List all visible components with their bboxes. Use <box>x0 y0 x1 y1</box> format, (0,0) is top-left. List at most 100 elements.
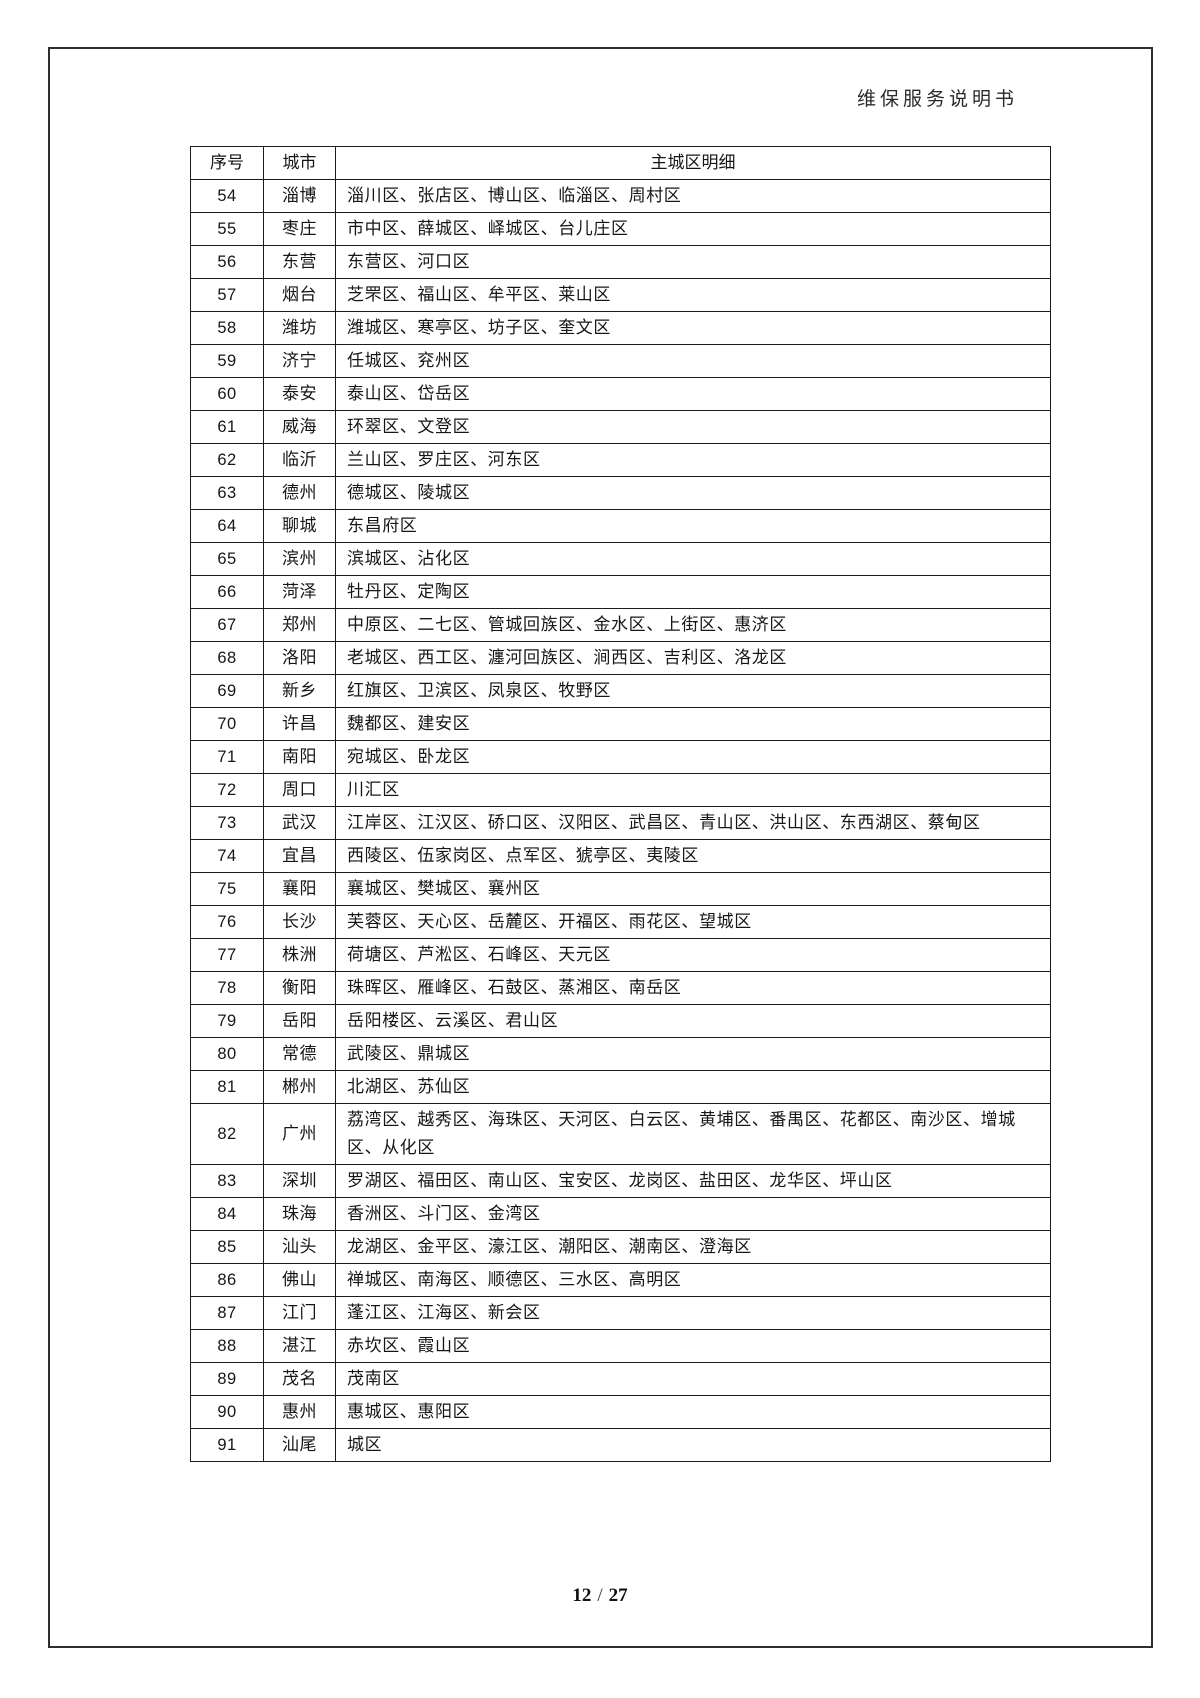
cell-city: 威海 <box>263 410 336 444</box>
cell-no: 85 <box>190 1230 264 1264</box>
city-table-body: 54 淄博 淄川区、张店区、博山区、临淄区、周村区 55 枣庄 市中区、薛城区、峄城区、台… <box>190 179 1051 1462</box>
cell-city: 德州 <box>263 476 336 510</box>
cell-districts: 茂南区 <box>335 1362 1051 1396</box>
cell-districts: 红旗区、卫滨区、凤泉区、牧野区 <box>335 674 1051 708</box>
cell-no: 67 <box>190 608 264 642</box>
cell-no: 72 <box>190 773 264 807</box>
cell-no: 83 <box>190 1164 264 1198</box>
cell-no: 74 <box>190 839 264 873</box>
cell-districts: 赤坎区、霞山区 <box>335 1329 1051 1363</box>
cell-districts: 兰山区、罗庄区、河东区 <box>335 443 1051 477</box>
table-row: 78 衡阳 珠晖区、雁峰区、石鼓区、蒸湘区、南岳区 <box>190 971 1051 1005</box>
cell-districts: 淄川区、张店区、博山区、临淄区、周村区 <box>335 179 1051 213</box>
cell-no: 57 <box>190 278 264 312</box>
cell-districts: 老城区、西工区、瀍河回族区、涧西区、吉利区、洛龙区 <box>335 641 1051 675</box>
cell-districts: 罗湖区、福田区、南山区、宝安区、龙岗区、盐田区、龙华区、坪山区 <box>335 1164 1051 1198</box>
cell-city: 枣庄 <box>263 212 336 246</box>
table-row: 63 德州 德城区、陵城区 <box>190 476 1051 510</box>
cell-no: 77 <box>190 938 264 972</box>
cell-districts: 城区 <box>335 1428 1051 1462</box>
cell-districts: 东昌府区 <box>335 509 1051 543</box>
cell-city: 宜昌 <box>263 839 336 873</box>
cell-districts: 滨城区、沾化区 <box>335 542 1051 576</box>
cell-districts: 惠城区、惠阳区 <box>335 1395 1051 1429</box>
cell-districts: 荷塘区、芦淞区、石峰区、天元区 <box>335 938 1051 972</box>
cell-no: 69 <box>190 674 264 708</box>
cell-districts: 潍城区、寒亭区、坊子区、奎文区 <box>335 311 1051 345</box>
cell-city: 深圳 <box>263 1164 336 1198</box>
cell-districts: 德城区、陵城区 <box>335 476 1051 510</box>
table-row: 64 聊城 东昌府区 <box>190 509 1051 543</box>
cell-districts: 禅城区、南海区、顺德区、三水区、高明区 <box>335 1263 1051 1297</box>
cell-city: 株洲 <box>263 938 336 972</box>
cell-districts: 环翠区、文登区 <box>335 410 1051 444</box>
cell-districts: 牡丹区、定陶区 <box>335 575 1051 609</box>
cell-districts: 芙蓉区、天心区、岳麓区、开福区、雨花区、望城区 <box>335 905 1051 939</box>
table-header: 序号 城市 主城区明细 <box>190 146 1051 180</box>
cell-city: 江门 <box>263 1296 336 1330</box>
page-number-separator: / <box>597 1585 603 1606</box>
cell-no: 64 <box>190 509 264 543</box>
document-header-title: 维保服务说明书 <box>856 89 1018 110</box>
cell-no: 89 <box>190 1362 264 1396</box>
table-row: 60 泰安 泰山区、岱岳区 <box>190 377 1051 411</box>
cell-city: 烟台 <box>263 278 336 312</box>
table-row: 91 汕尾 城区 <box>190 1428 1051 1462</box>
table-row: 89 茂名 茂南区 <box>190 1362 1051 1396</box>
page-number-footer: 12/27 <box>0 1585 1200 1607</box>
header-cell-districts: 主城区明细 <box>335 146 1051 180</box>
cell-city: 淄博 <box>263 179 336 213</box>
cell-no: 70 <box>190 707 264 741</box>
cell-city: 许昌 <box>263 707 336 741</box>
table-row: 67 郑州 中原区、二七区、管城回族区、金水区、上街区、惠济区 <box>190 608 1051 642</box>
cell-no: 80 <box>190 1037 264 1071</box>
cell-city: 滨州 <box>263 542 336 576</box>
cell-no: 88 <box>190 1329 264 1363</box>
cell-no: 56 <box>190 245 264 279</box>
cell-districts: 川汇区 <box>335 773 1051 807</box>
table-row: 80 常德 武陵区、鼎城区 <box>190 1037 1051 1071</box>
cell-no: 65 <box>190 542 264 576</box>
cell-districts: 魏都区、建安区 <box>335 707 1051 741</box>
cell-districts: 任城区、兖州区 <box>335 344 1051 378</box>
table-row: 65 滨州 滨城区、沾化区 <box>190 542 1051 576</box>
cell-city: 南阳 <box>263 740 336 774</box>
cell-districts: 北湖区、苏仙区 <box>335 1070 1051 1104</box>
table-row: 69 新乡 红旗区、卫滨区、凤泉区、牧野区 <box>190 674 1051 708</box>
table-row: 74 宜昌 西陵区、伍家岗区、点军区、猇亭区、夷陵区 <box>190 839 1051 873</box>
header-cell-city: 城市 <box>263 146 336 180</box>
cell-city: 菏泽 <box>263 575 336 609</box>
cell-city: 潍坊 <box>263 311 336 345</box>
cell-districts: 江岸区、江汉区、硚口区、汉阳区、武昌区、青山区、洪山区、东西湖区、蔡甸区 <box>335 806 1051 840</box>
cell-no: 55 <box>190 212 264 246</box>
cell-city: 周口 <box>263 773 336 807</box>
cell-city: 泰安 <box>263 377 336 411</box>
cell-no: 63 <box>190 476 264 510</box>
table-row: 59 济宁 任城区、兖州区 <box>190 344 1051 378</box>
cell-no: 86 <box>190 1263 264 1297</box>
cell-city: 常德 <box>263 1037 336 1071</box>
table-header-row: 序号 城市 主城区明细 <box>190 146 1051 180</box>
table-row: 62 临沂 兰山区、罗庄区、河东区 <box>190 443 1051 477</box>
cell-no: 59 <box>190 344 264 378</box>
table-row: 86 佛山 禅城区、南海区、顺德区、三水区、高明区 <box>190 1263 1051 1297</box>
cell-city: 岳阳 <box>263 1004 336 1038</box>
cell-city: 济宁 <box>263 344 336 378</box>
table-row: 61 威海 环翠区、文登区 <box>190 410 1051 444</box>
cell-city: 长沙 <box>263 905 336 939</box>
cell-no: 91 <box>190 1428 264 1462</box>
cell-districts: 东营区、河口区 <box>335 245 1051 279</box>
cell-city: 武汉 <box>263 806 336 840</box>
table-row: 85 汕头 龙湖区、金平区、濠江区、潮阳区、潮南区、澄海区 <box>190 1230 1051 1264</box>
cell-city: 茂名 <box>263 1362 336 1396</box>
cell-no: 54 <box>190 179 264 213</box>
cell-districts: 岳阳楼区、云溪区、君山区 <box>335 1004 1051 1038</box>
table-row: 83 深圳 罗湖区、福田区、南山区、宝安区、龙岗区、盐田区、龙华区、坪山区 <box>190 1164 1051 1198</box>
header-cell-no: 序号 <box>190 146 264 180</box>
cell-no: 68 <box>190 641 264 675</box>
cell-no: 75 <box>190 872 264 906</box>
cell-city: 广州 <box>263 1103 336 1165</box>
cell-no: 84 <box>190 1197 264 1231</box>
table-row: 90 惠州 惠城区、惠阳区 <box>190 1395 1051 1429</box>
table-row: 68 洛阳 老城区、西工区、瀍河回族区、涧西区、吉利区、洛龙区 <box>190 641 1051 675</box>
